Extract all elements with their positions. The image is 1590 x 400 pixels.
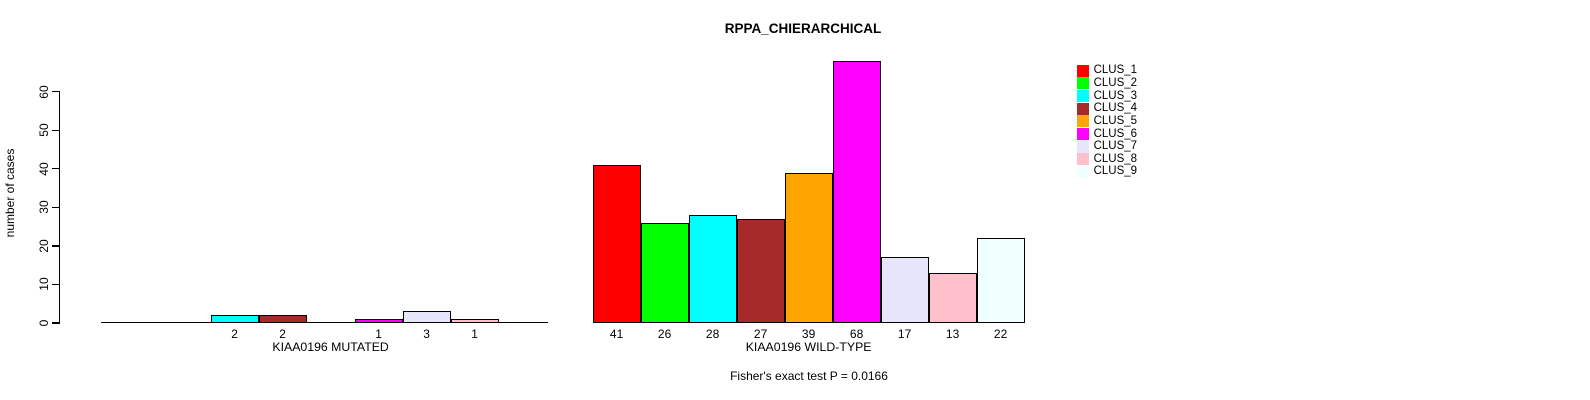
- legend-swatch: [1077, 64, 1090, 77]
- x-axis-zero-line: [100, 321, 548, 323]
- legend-label: CLUS_8: [1093, 152, 1138, 165]
- legend-label: CLUS_3: [1093, 89, 1138, 102]
- legend-swatch: [1077, 102, 1090, 115]
- y-axis-tick-label: 10: [36, 277, 51, 292]
- bar-value-label: 28: [705, 326, 720, 341]
- bar-clus_3-group1: [688, 215, 737, 323]
- bar-clus_6-group1: [832, 60, 881, 323]
- bar-clus_1-group1: [592, 164, 641, 323]
- bar-clus_6-group0: [354, 319, 403, 323]
- bar-clus_2-group1: [640, 222, 689, 323]
- bar-clus_4-group1: [736, 218, 785, 323]
- legend-item: CLUS_6: [1077, 128, 1137, 141]
- legend-swatch: [1077, 77, 1090, 90]
- legend-label: CLUS_7: [1093, 140, 1138, 153]
- legend-label: CLUS_4: [1093, 102, 1138, 115]
- legend-label: CLUS_9: [1093, 165, 1138, 178]
- bar-value-label: 68: [849, 326, 864, 341]
- x-axis-group-label-mutated: KIAA0196 MUTATED: [272, 340, 389, 354]
- bar-clus_8-group1: [928, 272, 977, 323]
- y-axis-tick: [51, 245, 59, 247]
- y-axis-tick-label: 40: [36, 162, 51, 176]
- bar-clus_3-group0: [210, 315, 259, 323]
- bar-value-label: 2: [231, 326, 238, 341]
- bar-value-label: 17: [897, 326, 912, 341]
- bar-clus_7-group0: [402, 311, 451, 323]
- bar-value-label: 1: [471, 326, 478, 341]
- bar-value-label: 13: [945, 326, 960, 341]
- legend-item: CLUS_9: [1077, 165, 1137, 178]
- legend-label: CLUS_6: [1093, 127, 1138, 140]
- legend-label: CLUS_1: [1093, 64, 1138, 77]
- legend-label: CLUS_2: [1093, 77, 1138, 90]
- bar-clus_4-group0: [258, 315, 307, 323]
- legend-item: CLUS_8: [1077, 153, 1137, 166]
- y-axis-tick: [51, 168, 59, 170]
- bar-clus_8-group0: [450, 319, 499, 323]
- legend-swatch: [1077, 89, 1090, 102]
- y-axis-tick-label: 0: [36, 319, 51, 327]
- y-axis-tick: [51, 206, 59, 208]
- y-axis-tick: [51, 129, 59, 131]
- legend-item: CLUS_2: [1077, 77, 1137, 90]
- legend-item: CLUS_3: [1077, 90, 1137, 103]
- fisher-test-annotation: Fisher's exact test P = 0.0166: [730, 369, 888, 383]
- y-axis-tick-label: 50: [36, 123, 51, 137]
- bar-value-label: 27: [753, 326, 768, 341]
- bar-value-label: 26: [657, 326, 672, 341]
- bar-value-label: 2: [279, 326, 286, 341]
- y-axis-tick-label: 30: [36, 200, 51, 215]
- bar-value-label: 41: [609, 326, 624, 341]
- legend: CLUS_1 CLUS_2 CLUS_3 CLUS_4 CLUS_5 CLUS_6 CLUS…: [1077, 64, 1137, 178]
- y-axis-line: [58, 91, 60, 324]
- legend-swatch: [1077, 140, 1090, 153]
- legend-swatch: [1077, 127, 1090, 140]
- legend-item: CLUS_4: [1077, 102, 1137, 115]
- legend-label: CLUS_5: [1093, 114, 1138, 127]
- y-axis-tick: [51, 283, 59, 286]
- x-axis-group-label-wildtype: KIAA0196 WILD-TYPE: [745, 340, 872, 354]
- legend-swatch: [1077, 153, 1090, 166]
- bar-clus_9-group1: [976, 238, 1025, 323]
- bar-value-label: 1: [375, 326, 382, 341]
- legend-item: CLUS_7: [1077, 140, 1137, 153]
- bar-value-label: 39: [801, 326, 816, 341]
- y-axis-tick-label: 20: [36, 239, 51, 253]
- bar-value-label: 22: [993, 326, 1008, 341]
- y-axis-tick: [51, 91, 59, 93]
- y-axis-tick-label: 60: [36, 85, 51, 99]
- legend-swatch: [1077, 165, 1090, 178]
- bar-value-label: 3: [423, 326, 430, 341]
- y-axis-tick: [51, 322, 59, 324]
- legend-item: CLUS_5: [1077, 115, 1137, 128]
- bar-clus_7-group1: [880, 257, 929, 323]
- legend-item: CLUS_1: [1077, 64, 1137, 77]
- bar-clus_5-group1: [784, 172, 833, 323]
- legend-swatch: [1077, 115, 1090, 128]
- chart-title: RPPA_CHIERARCHICAL: [724, 20, 882, 36]
